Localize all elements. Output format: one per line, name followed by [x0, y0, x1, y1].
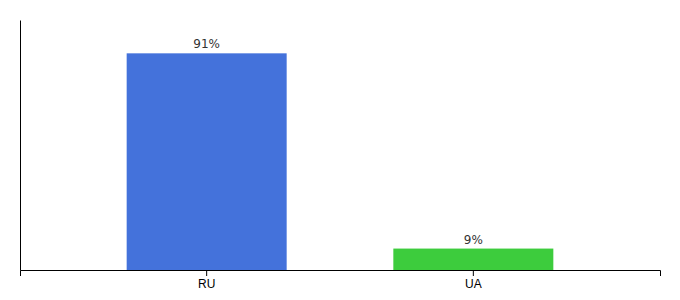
chart: RU UA 91% 9%: [0, 0, 680, 300]
bar: [393, 249, 553, 270]
x-tick: RU: [198, 270, 215, 291]
data-label: 9%: [464, 233, 483, 247]
x-tick-label: UA: [465, 277, 482, 291]
y-axis: [20, 21, 21, 271]
data-labels: 91% 9%: [193, 37, 483, 246]
x-axis-line: [21, 271, 661, 277]
x-tick-mark: [206, 270, 207, 276]
x-axis: RU UA: [21, 270, 661, 291]
x-tick-mark: [473, 270, 474, 276]
plot: RU UA 91% 9%: [21, 21, 661, 291]
bar: [127, 53, 287, 270]
data-label: 91%: [193, 37, 220, 51]
bars: [127, 53, 554, 270]
x-tick: UA: [465, 270, 482, 291]
x-tick-label: RU: [198, 277, 215, 291]
y-axis-line: [20, 21, 21, 271]
